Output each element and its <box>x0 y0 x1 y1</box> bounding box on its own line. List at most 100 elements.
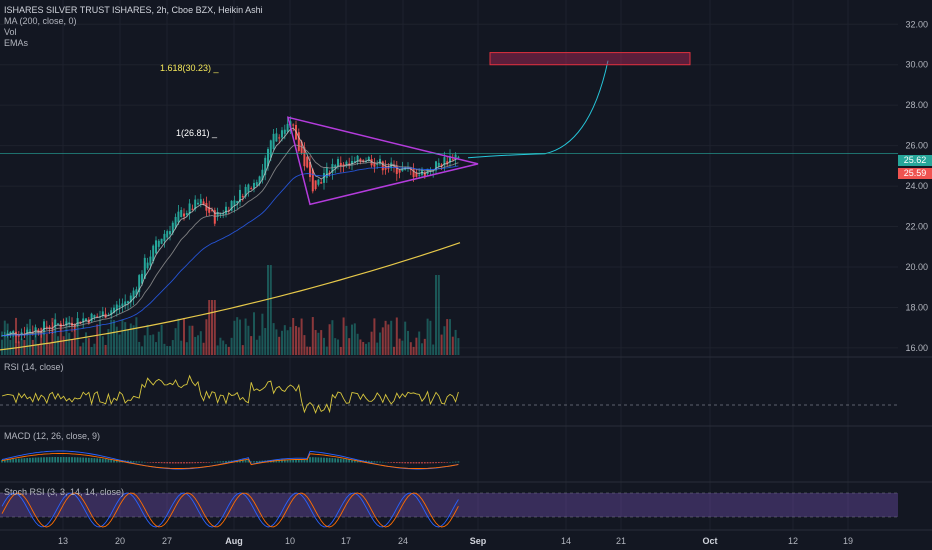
candle <box>418 174 421 176</box>
macd-histogram-bar <box>334 458 337 463</box>
time-axis[interactable]: 13 20 27 Aug 10 17 24 Sep 14 21 Oct 12 19 <box>58 536 853 546</box>
volume-bar <box>286 330 289 355</box>
candle <box>54 319 57 328</box>
volume-bar <box>404 321 407 355</box>
macd-histogram-bar <box>404 462 407 464</box>
macd-histogram-bar <box>197 462 199 464</box>
macd-histogram-bar <box>171 462 174 464</box>
volume-bar <box>169 346 171 355</box>
projection-curve[interactable] <box>467 60 609 159</box>
candle <box>247 184 250 192</box>
price-axis[interactable]: 32.00 30.00 28.00 26.00 24.00 22.00 20.00 18.00… <box>898 0 932 550</box>
candle <box>82 318 85 323</box>
volume-bar <box>57 336 59 355</box>
candle <box>367 157 370 161</box>
volume-bar <box>390 320 393 355</box>
macd-histogram-bar <box>115 459 118 463</box>
rsi-pane[interactable]: 100.0075.0050.00 <box>0 356 929 414</box>
macd-histogram-bar <box>222 461 225 463</box>
candle <box>423 172 426 177</box>
macd-histogram-bar <box>149 462 152 463</box>
legend-title[interactable]: ISHARES SILVER TRUST ISHARES, 2h, Cboe B… <box>4 5 263 15</box>
stoch-rsi-pane[interactable]: 100.000.00 <box>0 482 929 530</box>
volume-bar <box>267 265 269 355</box>
macd-histogram-bar <box>202 462 205 463</box>
macd-histogram-bar <box>325 457 328 463</box>
volume-bar <box>351 324 353 355</box>
macd-histogram-bar <box>446 462 449 463</box>
volume-bar <box>115 326 118 355</box>
ma200-line <box>0 242 461 351</box>
target-box[interactable] <box>489 52 691 66</box>
macd-histogram-bar <box>253 461 255 463</box>
candle <box>412 169 415 178</box>
macd-histogram-bar <box>90 457 93 463</box>
volume-bar <box>423 338 426 355</box>
macd-histogram-bar <box>208 462 211 463</box>
candle <box>440 164 443 167</box>
time-tick-label: 21 <box>616 536 626 546</box>
macd-histogram-bar <box>146 462 149 463</box>
stoch-k-line <box>1 492 459 528</box>
stoch-d-line <box>1 492 459 528</box>
macd-histogram-bar <box>323 457 325 463</box>
volume-bar <box>309 346 311 355</box>
macd-histogram-bar <box>451 461 454 463</box>
macd-signal-line <box>1 453 459 469</box>
volume-bar <box>183 318 185 355</box>
volume-bar <box>180 340 183 355</box>
volume-bar <box>384 320 387 355</box>
candle <box>171 222 174 233</box>
last-price-badge-2: 25.59 <box>898 168 932 179</box>
legend-ma200[interactable]: MA (200, close, 0) <box>4 16 77 26</box>
macd-histogram-bar <box>337 458 339 463</box>
macd-title[interactable]: MACD (12, 26, close, 9) <box>4 431 101 441</box>
price-tick-label: 32.00 <box>905 19 928 29</box>
macd-histogram-bar <box>104 458 107 463</box>
macd-histogram-bar <box>443 462 446 463</box>
legend-vol[interactable]: Vol <box>4 27 17 37</box>
volume-bar <box>96 324 99 355</box>
volume-bar <box>253 312 255 355</box>
volume-bar <box>443 326 446 355</box>
macd-histogram-bar <box>320 457 323 463</box>
candle <box>199 199 202 204</box>
macd-histogram-bar <box>395 462 398 464</box>
stoch-title[interactable]: Stoch RSI (3, 3, 14, 14, close) <box>4 487 125 497</box>
volume-bar <box>264 328 267 355</box>
macd-histogram-bar <box>255 461 258 463</box>
macd-histogram-bar <box>295 459 297 463</box>
candle <box>255 182 258 186</box>
volume-bar <box>283 325 286 355</box>
candle <box>339 162 342 166</box>
macd-histogram-bar <box>155 462 157 463</box>
candle <box>141 273 143 284</box>
macd-histogram-bar <box>20 458 23 463</box>
macd-histogram-bar <box>157 462 160 464</box>
volume-bar <box>415 337 418 355</box>
candle <box>135 289 138 295</box>
volume-bar <box>174 328 177 355</box>
triangle-pattern[interactable] <box>286 116 479 206</box>
candle <box>183 213 185 217</box>
volume-bar <box>356 333 359 355</box>
candle <box>325 167 328 178</box>
candle <box>437 162 440 166</box>
macd-histogram-bar <box>314 457 317 463</box>
candle <box>278 137 281 139</box>
legend-emas[interactable]: EMAs <box>4 38 29 48</box>
rsi-title[interactable]: RSI (14, close) <box>4 362 64 372</box>
macd-histogram-bar <box>387 462 390 463</box>
volume-bar <box>449 319 451 355</box>
candle <box>110 310 113 316</box>
macd-histogram-bar <box>85 457 87 463</box>
macd-histogram-bar <box>348 459 351 463</box>
candle <box>323 173 325 183</box>
candle <box>457 156 460 158</box>
macd-pane[interactable]: 1.000.00 <box>1 432 929 470</box>
macd-histogram-bar <box>278 459 281 463</box>
volume-bar <box>99 319 101 355</box>
candle <box>34 327 37 333</box>
price-tick-label: 30.00 <box>905 60 928 70</box>
